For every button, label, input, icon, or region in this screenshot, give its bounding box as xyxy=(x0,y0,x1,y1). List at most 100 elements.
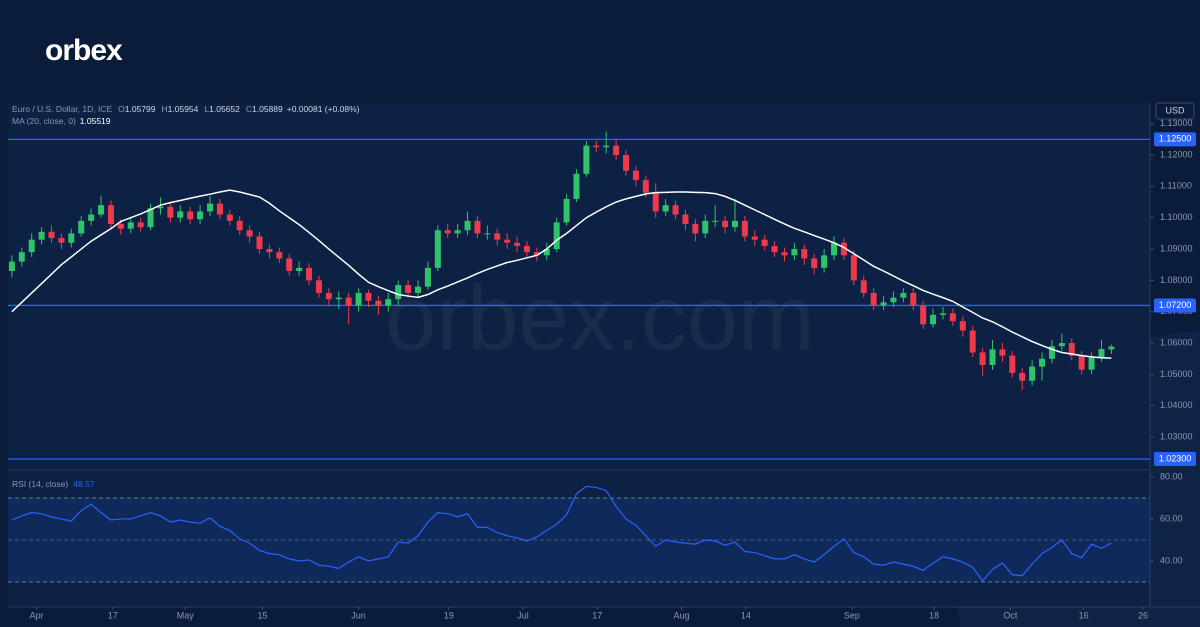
level-label: 1.07200 xyxy=(1159,300,1192,310)
candle-body xyxy=(890,297,897,303)
ohlc-key: L xyxy=(204,104,209,114)
candle-body xyxy=(959,321,966,331)
candle-body xyxy=(484,233,491,235)
candle-body xyxy=(345,297,352,306)
candle-body xyxy=(603,145,610,148)
ohlc-value: 1.05954 xyxy=(168,104,199,114)
ohlc-value: 1.05889 xyxy=(252,104,283,114)
candle-body xyxy=(920,305,927,325)
candle-body xyxy=(1068,343,1075,356)
candle-body xyxy=(821,255,828,268)
candle-body xyxy=(38,231,45,240)
candle-body xyxy=(900,292,907,298)
candle-body xyxy=(177,211,184,218)
candle-body xyxy=(801,249,808,259)
level-tag xyxy=(1154,298,1196,313)
level-tag xyxy=(1154,132,1196,147)
x-tick-label: 17 xyxy=(592,610,602,620)
candle-body xyxy=(454,230,461,234)
candle-body xyxy=(583,145,590,174)
x-tick-label: 14 xyxy=(741,610,751,620)
candle-body xyxy=(474,220,481,234)
x-tick-label: Oct xyxy=(1003,610,1018,620)
candle-body xyxy=(1108,346,1115,350)
ma-line xyxy=(11,189,1112,359)
candle-body xyxy=(18,252,25,262)
candle-body xyxy=(722,220,729,228)
candle-body xyxy=(206,203,213,212)
candle-body xyxy=(504,239,511,243)
candle-body xyxy=(375,300,382,306)
candle-body xyxy=(910,292,917,306)
y-tick-label: 80.00 xyxy=(1160,471,1183,481)
candle-body xyxy=(523,245,530,253)
candle-body xyxy=(28,239,35,253)
candle-body xyxy=(623,155,630,171)
candle-body xyxy=(741,220,748,237)
x-tick-label: 26 xyxy=(1138,610,1148,620)
candle-body xyxy=(850,255,857,281)
candle-body xyxy=(365,292,372,301)
candle-body xyxy=(78,220,85,234)
rsi-value: 48.57 xyxy=(73,479,95,489)
candle-body xyxy=(444,230,451,234)
x-tick-label: 15 xyxy=(257,610,267,620)
x-tick-label: 17 xyxy=(108,610,118,620)
ma-value: 1.05519 xyxy=(80,116,111,126)
candle-body xyxy=(1078,355,1085,370)
y-tick-label: 1.13000 xyxy=(1160,118,1193,128)
candle-body xyxy=(999,349,1006,356)
y-tick-label: 1.09000 xyxy=(1160,243,1193,253)
candle-body xyxy=(276,252,283,259)
candle-body xyxy=(781,252,788,256)
candle-body xyxy=(1088,357,1095,370)
candle-body xyxy=(68,233,75,243)
x-tick-label: 18 xyxy=(929,610,939,620)
y-tick-label: 1.08000 xyxy=(1160,275,1193,285)
candle-body xyxy=(712,220,719,222)
x-tick-label: Sep xyxy=(844,610,860,620)
legend: Euro / U.S. Dollar, 1D, ICE O1.05799 H1.05… xyxy=(12,104,360,114)
candle-body xyxy=(256,236,263,250)
candle-body xyxy=(187,211,194,220)
candle-body xyxy=(296,267,303,271)
x-tick-label: Jul xyxy=(517,610,529,620)
x-tick-label: 16 xyxy=(1079,610,1089,620)
candle-body xyxy=(167,206,174,218)
candle-body xyxy=(553,222,560,250)
y-tick-label: 1.06000 xyxy=(1160,337,1193,347)
candle-body xyxy=(315,280,322,293)
candle-body xyxy=(266,249,273,253)
candle-body xyxy=(573,173,580,199)
ohlc-key: C xyxy=(246,104,252,114)
rsi-line xyxy=(11,485,1112,582)
candle-body xyxy=(969,330,976,353)
candle-body xyxy=(1098,349,1105,358)
y-tick-label: 1.12000 xyxy=(1160,149,1193,159)
candle-body xyxy=(751,236,758,240)
candle-body xyxy=(88,214,95,221)
y-tick-label: 1.03000 xyxy=(1160,431,1193,441)
candle-body xyxy=(563,198,570,223)
watermark: orbex.com xyxy=(385,267,815,369)
candle-body xyxy=(1029,366,1036,381)
candle-body xyxy=(593,145,600,148)
x-tick-label: May xyxy=(177,610,195,620)
candle-body xyxy=(979,352,986,366)
candle-body xyxy=(949,313,956,322)
candle-body xyxy=(494,233,501,240)
candle-body xyxy=(107,205,114,224)
candle-body xyxy=(58,238,65,243)
candle-body xyxy=(672,205,679,215)
candle-body xyxy=(385,299,392,306)
candle-body xyxy=(662,205,669,212)
candle-body xyxy=(533,252,540,256)
candle-body xyxy=(415,286,422,293)
candle-body xyxy=(613,145,620,156)
change: +0.00081 (+0.08%) xyxy=(287,104,360,114)
candle-body xyxy=(1019,372,1026,381)
candle-body xyxy=(98,205,105,215)
candle-body xyxy=(860,280,867,293)
candle-body xyxy=(682,214,689,224)
